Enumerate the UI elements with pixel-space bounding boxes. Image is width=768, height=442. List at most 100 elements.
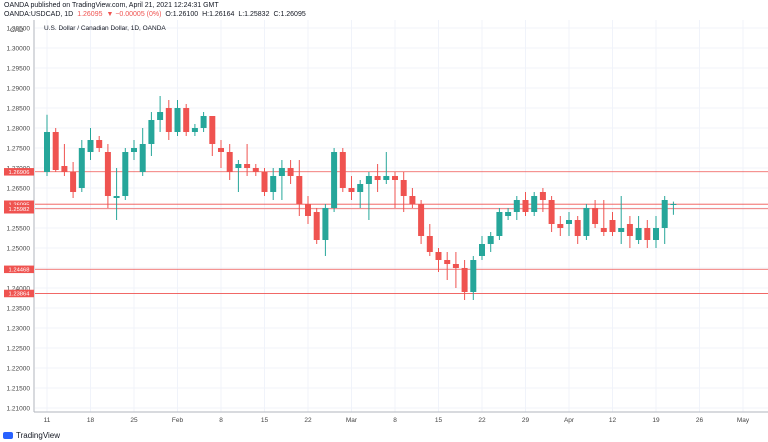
time-tick-label: 15 [261,417,269,424]
candle [531,192,538,216]
candle [78,140,85,192]
candle [487,232,494,252]
candle-body [270,176,277,192]
candle-body [548,200,555,224]
candle-body [557,224,564,228]
candle-body [522,200,529,212]
candle-body [191,128,198,132]
candle-body [183,108,190,132]
last-price: 1.26095 [77,11,103,18]
candle-body [226,152,233,172]
candle [200,112,207,132]
candle-body [165,108,172,132]
grid [35,20,768,412]
time-tick-label: May [737,417,750,424]
candle [383,152,390,184]
candle-body [452,264,459,268]
candle-body [470,260,477,292]
price-tick-label: 1.21500 [7,386,31,393]
tradingview-logo[interactable]: TradingView [3,431,60,441]
time-tick-label: Apr [564,417,575,424]
candle-body [78,148,85,188]
time-tick-label: Feb [172,417,184,424]
level-label: 1.23864 [9,292,31,298]
candle [505,208,512,220]
candle [183,104,190,136]
price-tick-label: 1.29000 [7,86,31,93]
candle [357,180,364,208]
close-value: C:1.26095 [273,11,306,18]
candle [148,112,155,156]
price-tick-label: 1.22500 [7,346,31,353]
price-tick-label: 1.21000 [7,406,31,413]
candle [261,168,268,196]
candle-body [513,200,520,212]
candle [365,172,372,220]
candle [131,140,137,160]
candle [287,160,294,184]
price-tick-label: 1.30500 [7,26,31,33]
candle [635,216,642,244]
candle-body [635,228,642,240]
candle [305,196,311,224]
candle-body [52,132,59,170]
time-tick-label: 11 [44,417,51,424]
candle [418,200,425,244]
candle-body [331,152,338,208]
candle [600,200,607,236]
candle-body [365,176,372,184]
candle-body [122,152,129,196]
candle-body [278,168,285,176]
candle [374,164,381,192]
candle-body [574,220,581,236]
open-value: O:1.26100 [165,11,199,18]
horizontal-levels: 1.269061.2609508:35:291.259821.244681.23… [4,168,768,298]
candle [409,188,416,208]
candle-body [435,252,442,260]
candle-body [287,168,294,176]
candle-body [583,208,590,236]
candle [392,172,398,208]
low-value: L:1.25832 [238,11,270,18]
candle [339,148,346,192]
candle-body [174,108,181,132]
price-tick-label: 1.30000 [7,46,31,53]
candle [661,196,668,244]
candle-body [96,140,103,148]
candle [670,201,677,215]
candle-body [131,148,137,152]
candle [470,256,477,300]
candle [313,208,320,244]
level-label: 1.26906 [9,170,30,176]
price-tick-label: 1.26500 [7,186,31,193]
candle [653,216,659,248]
candle-body [70,172,77,192]
symbol-label: OANDA:USDCAD, 1D [4,11,74,18]
candle-body [296,176,303,204]
candle [209,116,216,156]
candle [592,200,599,228]
candle-body [496,212,503,236]
candle [644,220,651,248]
candle-body [409,196,416,204]
time-tick-label: 22 [478,417,486,424]
candle [557,216,564,236]
time-tick-label: 25 [130,417,138,424]
candle [191,124,198,136]
candle [444,252,451,280]
candle [400,172,407,212]
candle [226,144,233,180]
publish-info: OANDA published on TradingView.com, Apri… [4,2,219,9]
candle-body [148,120,155,144]
candle [52,128,59,172]
candle [139,128,146,176]
time-tick-label: Mar [346,417,358,424]
candle-body [426,236,433,252]
high-value: H:1.26164 [202,11,235,18]
candle-body [252,168,259,172]
candle [522,192,529,216]
candle-body [374,176,381,180]
candle [609,212,616,236]
candle [235,160,242,192]
